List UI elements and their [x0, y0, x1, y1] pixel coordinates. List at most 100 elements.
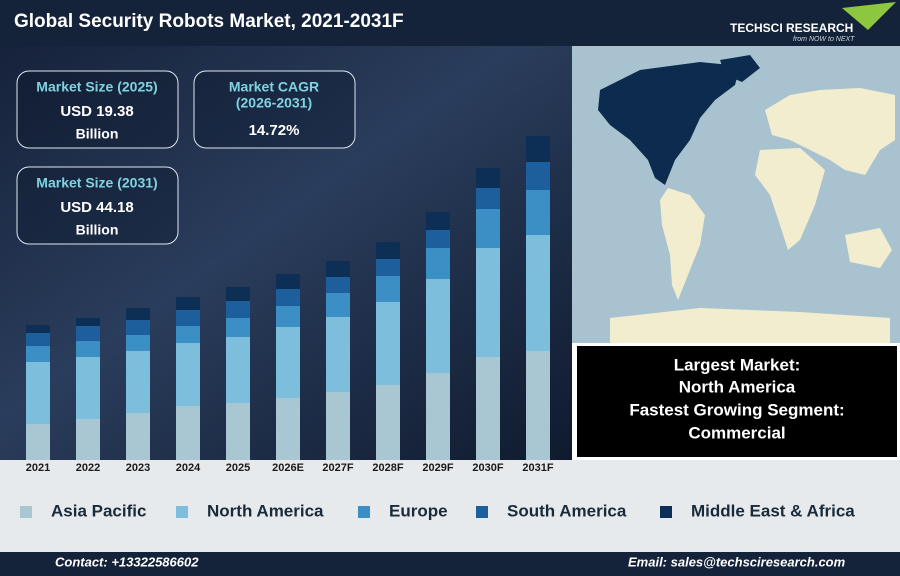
legend-label: South America — [507, 501, 627, 520]
bar-segment — [476, 357, 500, 460]
bar-segment — [526, 351, 550, 460]
bar-segment — [26, 346, 50, 362]
bar-segment — [126, 308, 150, 320]
bar-segment — [176, 343, 200, 406]
legend-swatch — [358, 506, 370, 518]
x-tick-label: 2026E — [272, 462, 304, 474]
bar-segment — [226, 337, 250, 403]
bar-segment — [126, 320, 150, 335]
kpi-box — [16, 70, 179, 149]
legend-swatch — [660, 506, 672, 518]
highlight-box — [575, 344, 899, 459]
legend-band — [0, 460, 900, 552]
bar-segment — [176, 310, 200, 326]
bar-segment — [526, 190, 550, 235]
page-title: Global Security Robots Market, 2021-2031… — [14, 11, 404, 32]
kpi-value: 14.72% — [249, 122, 300, 139]
x-tick-label: 2025 — [226, 462, 250, 474]
footer-contact: Contact: +13322586602 — [55, 554, 199, 569]
bar-segment — [226, 287, 250, 301]
x-tick-label: 2022 — [76, 462, 100, 474]
legend-swatch — [476, 506, 488, 518]
bar-segment — [526, 136, 550, 162]
bar-segment — [426, 279, 450, 373]
bar-segment — [426, 248, 450, 279]
legend-label: Asia Pacific — [51, 501, 146, 520]
legend-label: Europe — [389, 501, 448, 520]
kpi-unit: Billion — [76, 126, 119, 142]
bar-segment — [126, 413, 150, 460]
logo-text: TECHSCI RESEARCH — [730, 21, 853, 35]
bar-segment — [376, 302, 400, 385]
bar-segment — [176, 326, 200, 343]
bar-segment — [526, 235, 550, 351]
bar-segment — [326, 293, 350, 317]
bar-segment — [526, 162, 550, 190]
kpi-box — [16, 166, 179, 245]
x-tick-label: 2031F — [522, 462, 553, 474]
highlight-text: Largest Market: — [674, 355, 801, 374]
bar-segment — [126, 351, 150, 413]
x-tick-label: 2029F — [422, 462, 453, 474]
bar-segment — [76, 357, 100, 419]
bar-segment — [276, 274, 300, 289]
bar-segment — [376, 385, 400, 460]
footer-email: Email: sales@techsciresearch.com — [628, 554, 846, 569]
header-bar — [0, 0, 900, 46]
logo-mark — [842, 2, 896, 30]
x-tick-label: 2027F — [322, 462, 353, 474]
x-tick-label: 2021 — [26, 462, 50, 474]
bar-chart: 2021 2022 2023 2024 2025 2026E 2027F 2028F 2029F… — [20, 136, 855, 520]
kpi-value: USD 44.18 — [60, 199, 133, 216]
highlight-text: North America — [679, 377, 796, 396]
kpi-label: Market Size (2031) — [36, 175, 157, 191]
bar-segment — [326, 317, 350, 392]
bar-segment — [226, 318, 250, 337]
highlight-text: Commercial — [688, 423, 785, 442]
bar-segment — [26, 424, 50, 460]
bar-segment — [426, 373, 450, 460]
bar-segment — [376, 259, 400, 276]
bar-segment — [176, 406, 200, 460]
kpi-label: Market Size (2025) — [36, 79, 157, 95]
bar-segment — [226, 403, 250, 460]
bar-segment — [276, 289, 300, 306]
x-tick-label: 2023 — [126, 462, 150, 474]
bar-segment — [276, 327, 300, 398]
bar-segment — [26, 333, 50, 346]
world-map — [598, 55, 895, 343]
kpi-unit: Billion — [76, 222, 119, 238]
bar-segment — [126, 335, 150, 351]
bar-segment — [376, 276, 400, 302]
legend-swatch — [20, 506, 32, 518]
bar-segment — [176, 297, 200, 310]
kpi-value: USD 19.38 — [60, 103, 133, 120]
x-tick-label: 2024 — [176, 462, 201, 474]
bar-segment — [76, 326, 100, 341]
bar-segment — [376, 242, 400, 259]
x-tick-label: 2030F — [472, 462, 503, 474]
logo-tagline: from NOW to NEXT — [793, 36, 855, 43]
kpi-sublabel: (2026-2031) — [236, 95, 312, 111]
bar-segment — [476, 168, 500, 188]
bar-segment — [276, 306, 300, 327]
bar-segment — [476, 248, 500, 357]
legend-swatch — [176, 506, 188, 518]
legend-label: North America — [207, 501, 324, 520]
highlight-text: Fastest Growing Segment: — [629, 400, 844, 419]
bar-segment — [326, 277, 350, 293]
bar-segment — [476, 209, 500, 248]
bar-segment — [426, 212, 450, 230]
kpi-box — [193, 70, 356, 149]
bar-segment — [326, 392, 350, 460]
footer-bar — [0, 552, 900, 576]
bar-segment — [76, 341, 100, 357]
bar-segment — [226, 301, 250, 318]
legend-label: Middle East & Africa — [691, 501, 855, 520]
kpi-label: Market CAGR — [229, 79, 319, 95]
bar-segment — [426, 230, 450, 248]
bar-segment — [476, 188, 500, 209]
bar-segment — [276, 398, 300, 460]
bar-segment — [26, 325, 50, 333]
